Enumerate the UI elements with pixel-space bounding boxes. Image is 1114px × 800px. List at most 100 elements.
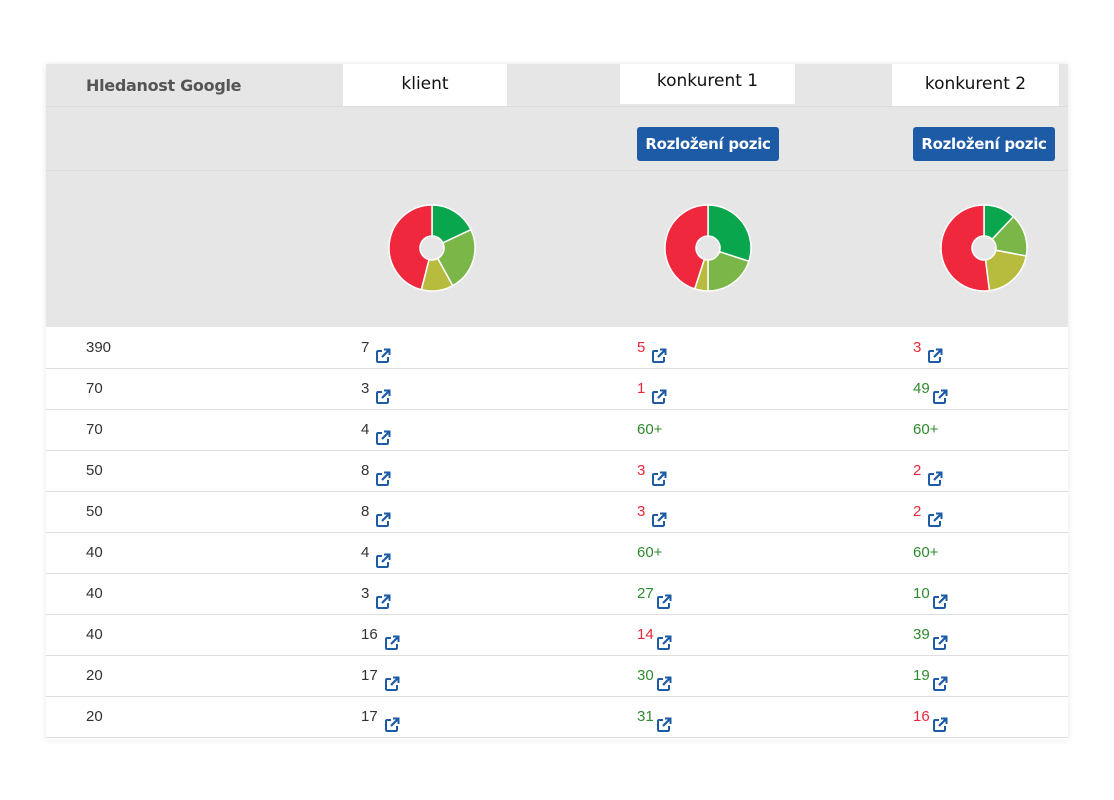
competitor-1-position-cell: 31 [637, 696, 672, 737]
competitor-1-position-cell-value: 3 [637, 461, 646, 479]
external-link-icon[interactable] [375, 463, 391, 486]
search-volume-cell: 50 [86, 450, 103, 491]
search-volume-cell: 20 [86, 696, 103, 737]
header-divider [46, 106, 1068, 107]
external-link-icon[interactable] [651, 381, 667, 404]
search-volume-cell: 50 [86, 491, 103, 532]
client-position-cell-value: 3 [361, 584, 370, 602]
search-volume-cell-value: 50 [86, 502, 103, 520]
donut-segment-light-green [436, 228, 476, 287]
client-position-cell: 8 [361, 450, 391, 491]
table-row: 390 7 5 3 [46, 327, 1068, 369]
search-volume-cell: 390 [86, 327, 111, 368]
competitor-1-position-cell-value: 30 [637, 666, 654, 684]
external-link-icon[interactable] [927, 463, 943, 486]
donut-segment-dark-green [707, 204, 752, 263]
external-link-icon[interactable] [932, 668, 948, 691]
table-row: 40 16 14 39 [46, 614, 1068, 656]
competitor-2-position-cell: 49 [913, 368, 948, 409]
external-link-icon[interactable] [384, 627, 400, 650]
search-volume-cell-value: 40 [86, 584, 103, 602]
competitor-2-position-cell-value: 16 [913, 707, 930, 725]
table-row: 20 17 31 16 [46, 696, 1068, 738]
competitor-2-position-cell: 19 [913, 655, 948, 696]
competitor-2-position-cell: 60+ [913, 532, 938, 573]
competitor-2-position-cell-value: 2 [913, 461, 922, 479]
client-position-cell-value: 8 [361, 502, 370, 520]
table-row: 50 8 3 2 [46, 491, 1068, 533]
client-position-cell-value: 17 [361, 707, 378, 725]
external-link-icon[interactable] [375, 381, 391, 404]
competitor-1-position-cell: 60+ [637, 409, 662, 450]
competitor-1-position-cell: 3 [637, 450, 667, 491]
table-row: 70 3 1 49 [46, 368, 1068, 410]
competitor-2-position-cell-value: 19 [913, 666, 930, 684]
competitor-2-position-cell: 10 [913, 573, 948, 614]
search-volume-cell-value: 70 [86, 420, 103, 438]
table-row: 40 3 27 10 [46, 573, 1068, 615]
client-position-cell-value: 16 [361, 625, 378, 643]
header-divider [46, 170, 1068, 171]
external-link-icon[interactable] [932, 381, 948, 404]
search-volume-cell: 70 [86, 368, 103, 409]
client-position-cell: 17 [361, 696, 400, 737]
search-volume-cell: 40 [86, 573, 103, 614]
external-link-icon[interactable] [656, 709, 672, 732]
external-link-icon[interactable] [656, 627, 672, 650]
position-donut-chart-client [388, 204, 476, 292]
external-link-icon[interactable] [927, 340, 943, 363]
position-distribution-button-competitor-2[interactable]: Rozložení pozic [913, 127, 1055, 161]
external-link-icon[interactable] [651, 340, 667, 363]
search-volume-cell-value: 40 [86, 625, 103, 643]
external-link-icon[interactable] [932, 709, 948, 732]
competitor-1-position-cell-value: 1 [637, 379, 646, 397]
competitor-1-position-cell: 27 [637, 573, 672, 614]
column-header-competitor-1: konkurent 1 [620, 64, 795, 104]
external-link-icon[interactable] [932, 627, 948, 650]
competitor-1-position-cell: 1 [637, 368, 667, 409]
competitor-1-position-cell-value: 14 [637, 625, 654, 643]
position-donut-chart-competitor-2 [940, 204, 1028, 292]
client-position-cell: 7 [361, 327, 391, 368]
search-volume-cell-value: 40 [86, 543, 103, 561]
competitor-2-position-cell-value: 60+ [913, 420, 939, 438]
search-volume-cell: 40 [86, 532, 103, 573]
search-volume-cell-value: 70 [86, 379, 103, 397]
external-link-icon[interactable] [375, 504, 391, 527]
competitor-2-position-cell: 2 [913, 450, 943, 491]
position-distribution-button-competitor-1[interactable]: Rozložení pozic [637, 127, 779, 161]
external-link-icon[interactable] [932, 586, 948, 609]
external-link-icon[interactable] [375, 586, 391, 609]
external-link-icon[interactable] [927, 504, 943, 527]
search-volume-cell: 20 [86, 655, 103, 696]
client-position-cell-value: 7 [361, 338, 370, 356]
donut-segment-red [664, 204, 709, 290]
search-volume-cell-value: 20 [86, 666, 103, 684]
donut-segment-red [940, 204, 991, 292]
competitor-1-position-cell-value: 31 [637, 707, 654, 725]
external-link-icon[interactable] [651, 504, 667, 527]
competitor-2-position-cell: 60+ [913, 409, 938, 450]
client-position-cell: 3 [361, 573, 391, 614]
table-header: Hledanost Google klient konkurent 1 konk… [46, 64, 1068, 327]
external-link-icon[interactable] [384, 709, 400, 732]
competitor-2-position-cell: 39 [913, 614, 948, 655]
external-link-icon[interactable] [656, 668, 672, 691]
external-link-icon[interactable] [651, 463, 667, 486]
external-link-icon[interactable] [656, 586, 672, 609]
competitor-2-position-cell: 16 [913, 696, 948, 737]
competitor-2-position-cell-value: 49 [913, 379, 930, 397]
search-volume-cell: 40 [86, 614, 103, 655]
external-link-icon[interactable] [384, 668, 400, 691]
client-position-cell: 16 [361, 614, 400, 655]
search-volume-cell: 70 [86, 409, 103, 450]
competitor-1-position-cell: 30 [637, 655, 672, 696]
keyword-table: Hledanost Google klient konkurent 1 konk… [46, 64, 1068, 740]
external-link-icon[interactable] [375, 545, 391, 568]
competitor-1-position-cell-value: 27 [637, 584, 654, 602]
competitor-2-position-cell-value: 39 [913, 625, 930, 643]
search-volume-header: Hledanost Google [86, 76, 242, 95]
external-link-icon[interactable] [375, 340, 391, 363]
external-link-icon[interactable] [375, 422, 391, 445]
competitor-1-position-cell-value: 60+ [637, 543, 663, 561]
